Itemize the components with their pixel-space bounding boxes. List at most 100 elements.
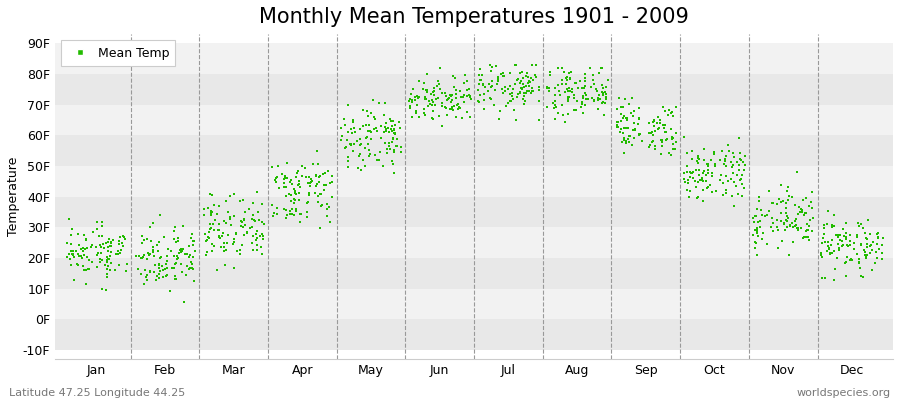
Point	[63, 256, 77, 262]
Point	[779, 209, 794, 216]
Point	[860, 235, 874, 241]
Point	[631, 115, 645, 121]
Point	[338, 144, 352, 151]
Point	[503, 98, 517, 105]
Point	[385, 123, 400, 130]
Point	[212, 203, 226, 210]
Point	[253, 233, 267, 240]
Point	[99, 240, 113, 246]
Point	[175, 261, 189, 267]
Point	[726, 162, 741, 168]
Point	[663, 126, 678, 132]
Point	[66, 250, 80, 257]
Point	[749, 240, 763, 246]
Point	[94, 232, 109, 239]
Point	[93, 259, 107, 265]
Point	[527, 72, 542, 78]
Point	[200, 249, 214, 256]
Bar	[55, 289, 893, 319]
Point	[208, 217, 222, 224]
Point	[310, 181, 325, 187]
Point	[385, 118, 400, 124]
Point	[441, 96, 455, 103]
Point	[416, 86, 430, 92]
Point	[353, 142, 367, 148]
Point	[616, 112, 631, 119]
Point	[780, 197, 795, 204]
Point	[835, 238, 850, 244]
Point	[677, 134, 691, 140]
Point	[581, 96, 596, 102]
Point	[382, 116, 397, 123]
Point	[748, 213, 762, 219]
Point	[875, 242, 889, 248]
Point	[548, 91, 562, 98]
Point	[418, 96, 433, 103]
Point	[700, 161, 715, 167]
Point	[484, 84, 499, 90]
Point	[197, 212, 211, 218]
Point	[154, 254, 168, 260]
Point	[140, 236, 154, 242]
Point	[832, 232, 847, 238]
Point	[142, 252, 157, 258]
Point	[591, 94, 606, 101]
Point	[485, 83, 500, 89]
Point	[321, 168, 336, 174]
Point	[865, 246, 879, 253]
Point	[81, 266, 95, 272]
Point	[701, 169, 716, 176]
Point	[199, 252, 213, 258]
Point	[578, 83, 592, 90]
Point	[292, 181, 306, 188]
Point	[205, 191, 220, 198]
Point	[837, 259, 851, 266]
Point	[217, 247, 231, 254]
Point	[472, 66, 487, 72]
Point	[815, 275, 830, 281]
Point	[335, 132, 349, 139]
Point	[525, 90, 539, 96]
Point	[614, 110, 628, 117]
Point	[736, 167, 751, 173]
Point	[300, 209, 314, 215]
Point	[137, 236, 151, 243]
Point	[100, 258, 114, 265]
Point	[66, 252, 80, 258]
Point	[174, 246, 188, 253]
Point	[348, 129, 363, 135]
Point	[778, 227, 793, 234]
Point	[580, 91, 594, 98]
Point	[771, 244, 786, 251]
Point	[656, 122, 670, 128]
Point	[103, 243, 117, 250]
Point	[512, 80, 526, 87]
Point	[840, 242, 854, 248]
Point	[173, 247, 187, 253]
Point	[764, 200, 778, 206]
Point	[717, 156, 732, 162]
Point	[78, 280, 93, 287]
Point	[59, 254, 74, 260]
Point	[707, 161, 722, 167]
Point	[119, 268, 133, 274]
Point	[754, 236, 769, 242]
Point	[388, 122, 402, 128]
Point	[279, 184, 293, 190]
Point	[385, 136, 400, 142]
Point	[562, 74, 577, 81]
Point	[421, 98, 436, 104]
Point	[664, 152, 679, 158]
Point	[850, 232, 864, 238]
Point	[626, 113, 640, 119]
Point	[444, 93, 458, 99]
Point	[683, 170, 698, 176]
Point	[80, 244, 94, 251]
Point	[298, 164, 312, 171]
Point	[339, 137, 354, 143]
Y-axis label: Temperature: Temperature	[7, 157, 20, 236]
Point	[779, 216, 794, 223]
Point	[621, 125, 635, 131]
Point	[256, 235, 270, 242]
Point	[735, 192, 750, 199]
